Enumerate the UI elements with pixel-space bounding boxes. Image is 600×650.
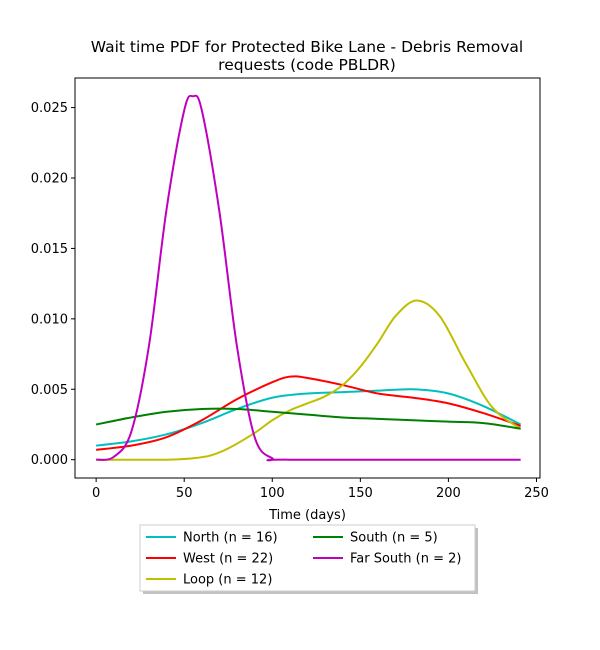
- y-tick-label: 0.015: [31, 242, 68, 257]
- x-tick-label: 50: [176, 486, 193, 501]
- x-axis-label: Time (days): [268, 508, 346, 523]
- x-tick-label: 0: [92, 486, 100, 501]
- legend-label: North (n = 16): [183, 531, 278, 546]
- x-tick-label: 250: [524, 486, 549, 501]
- plot-frame: [74, 77, 541, 479]
- y-tick-label: 0.010: [31, 312, 68, 327]
- series-line-far-south: [95, 94, 521, 462]
- series-line-north: [96, 388, 522, 447]
- series-lines: [95, 94, 522, 462]
- x-tick-label: 150: [348, 486, 373, 501]
- series-line-south: [95, 407, 521, 430]
- plot-area: [74, 77, 541, 479]
- series-line-loop: [96, 299, 522, 461]
- y-tick-label: 0.025: [31, 101, 68, 116]
- legend-box: [139, 524, 476, 592]
- series-line-west: [96, 375, 521, 451]
- x-axis-ticks: 0 50 100 150 200 250: [92, 478, 549, 501]
- x-tick-label: 200: [436, 486, 461, 501]
- y-tick-label: 0.020: [31, 172, 68, 187]
- chart-title-line: requests (code PBLDR): [218, 56, 396, 74]
- legend-label: Loop (n = 12): [183, 573, 272, 588]
- chart-title-line: Wait time PDF for Protected Bike Lane - …: [91, 38, 524, 56]
- legend-label: Far South (n = 2): [350, 552, 461, 567]
- legend-label: South (n = 5): [350, 531, 438, 546]
- chart-title: Wait time PDF for Protected Bike Lane - …: [91, 38, 524, 74]
- legend: North (n = 16) West (n = 22) Loop (n = 12)…: [139, 524, 478, 594]
- plot-background: [75, 78, 540, 478]
- legend-label: West (n = 22): [183, 552, 273, 567]
- y-axis-ticks: 0.000 0.005 0.010 0.015 0.020 0.025: [31, 101, 75, 468]
- x-tick-label: 100: [260, 486, 285, 501]
- y-tick-label: 0.005: [31, 383, 68, 398]
- y-tick-label: 0.000: [31, 453, 68, 468]
